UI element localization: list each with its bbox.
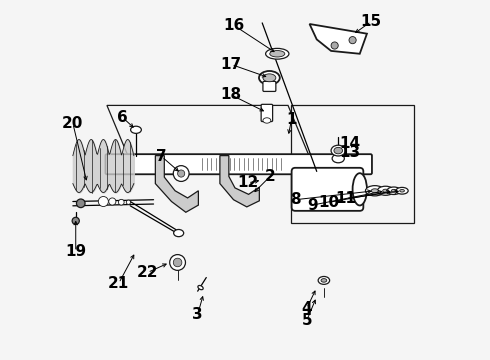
Text: 18: 18 [220, 87, 241, 102]
Circle shape [331, 42, 338, 49]
Circle shape [173, 258, 182, 267]
Ellipse shape [331, 145, 345, 156]
Ellipse shape [371, 189, 378, 193]
Text: 6: 6 [117, 110, 128, 125]
Ellipse shape [321, 279, 327, 282]
Text: 19: 19 [65, 244, 86, 259]
Text: 5: 5 [301, 313, 312, 328]
Text: 17: 17 [221, 57, 242, 72]
Ellipse shape [173, 229, 184, 237]
Ellipse shape [383, 189, 389, 192]
Circle shape [119, 199, 124, 205]
Text: 2: 2 [265, 169, 275, 184]
Text: 11: 11 [335, 191, 356, 206]
Text: 9: 9 [307, 198, 318, 213]
Ellipse shape [353, 173, 367, 206]
Text: 21: 21 [108, 276, 129, 291]
Text: 1: 1 [286, 112, 297, 126]
Text: 4: 4 [301, 301, 312, 316]
Text: 15: 15 [361, 14, 382, 29]
Text: 22: 22 [137, 265, 158, 280]
Ellipse shape [270, 50, 285, 57]
Ellipse shape [266, 48, 289, 59]
Circle shape [177, 170, 185, 177]
Circle shape [173, 166, 189, 181]
Ellipse shape [263, 74, 276, 82]
Circle shape [170, 255, 186, 270]
Polygon shape [155, 156, 198, 212]
Text: 12: 12 [237, 175, 259, 190]
Ellipse shape [400, 189, 404, 192]
Text: 7: 7 [156, 149, 167, 164]
Text: 8: 8 [290, 192, 300, 207]
Circle shape [98, 197, 108, 207]
Ellipse shape [263, 118, 271, 123]
FancyBboxPatch shape [105, 154, 372, 174]
Circle shape [72, 217, 79, 225]
FancyBboxPatch shape [292, 168, 364, 211]
Polygon shape [310, 24, 367, 54]
Ellipse shape [259, 71, 280, 85]
Ellipse shape [387, 187, 401, 194]
Ellipse shape [377, 186, 394, 195]
Ellipse shape [198, 285, 203, 290]
FancyBboxPatch shape [261, 104, 272, 122]
Circle shape [109, 198, 116, 205]
Text: 14: 14 [339, 136, 360, 151]
Ellipse shape [366, 186, 384, 196]
Polygon shape [220, 156, 259, 207]
Ellipse shape [334, 147, 343, 154]
Circle shape [126, 200, 131, 204]
Text: 13: 13 [339, 144, 360, 159]
Text: 16: 16 [223, 18, 244, 33]
Ellipse shape [318, 276, 330, 284]
Circle shape [349, 37, 356, 44]
Text: 20: 20 [62, 116, 84, 131]
Circle shape [76, 199, 85, 208]
Ellipse shape [396, 188, 408, 194]
Ellipse shape [332, 154, 344, 163]
Text: 3: 3 [193, 307, 203, 322]
Ellipse shape [392, 189, 396, 192]
Text: 10: 10 [318, 195, 340, 210]
Ellipse shape [131, 126, 141, 134]
FancyBboxPatch shape [263, 81, 276, 91]
